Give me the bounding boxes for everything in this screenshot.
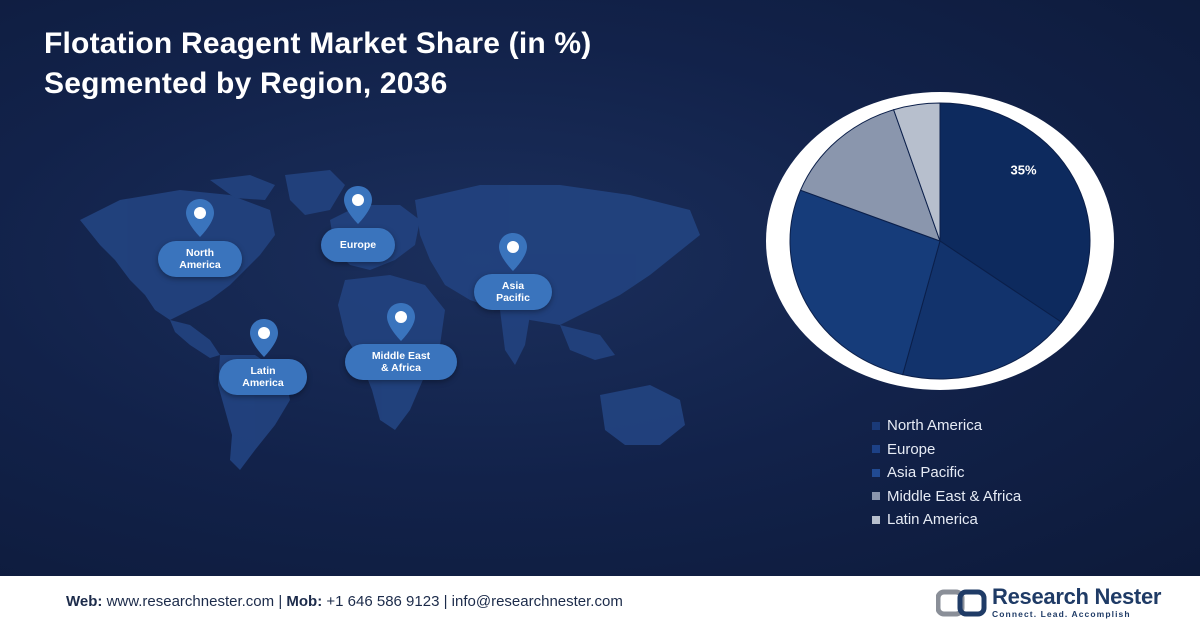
legend-label: Asia Pacific <box>887 464 965 482</box>
region-label-north-america: North America <box>158 241 242 277</box>
region-label-europe: Europe <box>321 228 395 262</box>
region-label-asia-pacific: Asia Pacific <box>474 274 552 310</box>
legend-label: Europe <box>887 440 936 458</box>
research-nester-logo: Research Nester Connect. Lead. Accomplis… <box>936 586 1161 619</box>
world-map <box>80 170 700 470</box>
legend-label: Latin America <box>887 511 978 529</box>
legend-swatch <box>872 421 880 430</box>
legend-label: North America <box>887 417 983 435</box>
pie-chart-svg: 35% <box>766 92 1114 390</box>
pie-slice-north-america <box>939 102 1091 323</box>
infographic-panel: Flotation Reagent Market Share (in %) Se… <box>0 0 1200 576</box>
footer-separator: | <box>278 593 283 610</box>
legend-swatch <box>872 445 880 454</box>
chart-legend: North America Europe Asia Pacific Middle Ea… <box>872 414 1021 532</box>
pie-chart: 35% <box>766 92 1114 390</box>
footer-bar: Web: www.researchnester.com | Mob: +1 64… <box>0 576 1200 628</box>
mobile-label: Mob: <box>286 593 323 610</box>
pie-slice-latin-america <box>893 102 941 242</box>
legend-item: Europe <box>872 438 1021 462</box>
pie-slice-asia-pacific <box>789 189 941 376</box>
legend-item: North America <box>872 414 1021 438</box>
region-label-middle-east-africa: Middle East & Africa <box>345 344 457 380</box>
title-line-1: Flotation Reagent Market Share (in %) <box>44 27 592 60</box>
legend-label: Middle East & Africa <box>887 487 1022 505</box>
logo-tagline: Connect. Lead. Accomplish <box>992 609 1131 619</box>
legend-swatch <box>872 468 880 477</box>
location-pin-icon <box>186 199 214 237</box>
legend-swatch <box>872 515 880 524</box>
location-pin-icon <box>499 233 527 271</box>
legend-item: Asia Pacific <box>872 461 1021 485</box>
region-label-latin-america: Latin America <box>219 359 307 395</box>
web-label: Web: <box>66 593 103 610</box>
email-link[interactable]: info@researchnester.com <box>451 593 623 610</box>
legend-item: Middle East & Africa <box>872 485 1021 509</box>
pie-slice-europe <box>902 240 1063 380</box>
web-link[interactable]: www.researchnester.com <box>106 593 275 610</box>
location-pin-icon <box>250 319 278 357</box>
footer-contact: Web: www.researchnester.com | Mob: +1 64… <box>66 593 623 610</box>
chart-title: Flotation Reagent Market Share (in %) Se… <box>44 24 591 104</box>
logo-name: Research Nester <box>992 584 1162 609</box>
research-nester-logo-icon <box>936 589 987 616</box>
legend-item: Latin America <box>872 508 1021 532</box>
legend-swatch <box>872 492 880 501</box>
title-line-2: Segmented by Region, 2036 <box>44 67 448 100</box>
mobile-number: +1 646 586 9123 <box>326 593 440 610</box>
pie-data-label: 35% <box>1011 163 1037 178</box>
location-pin-icon <box>387 303 415 341</box>
location-pin-icon <box>344 186 372 224</box>
footer-separator: | <box>443 593 448 610</box>
